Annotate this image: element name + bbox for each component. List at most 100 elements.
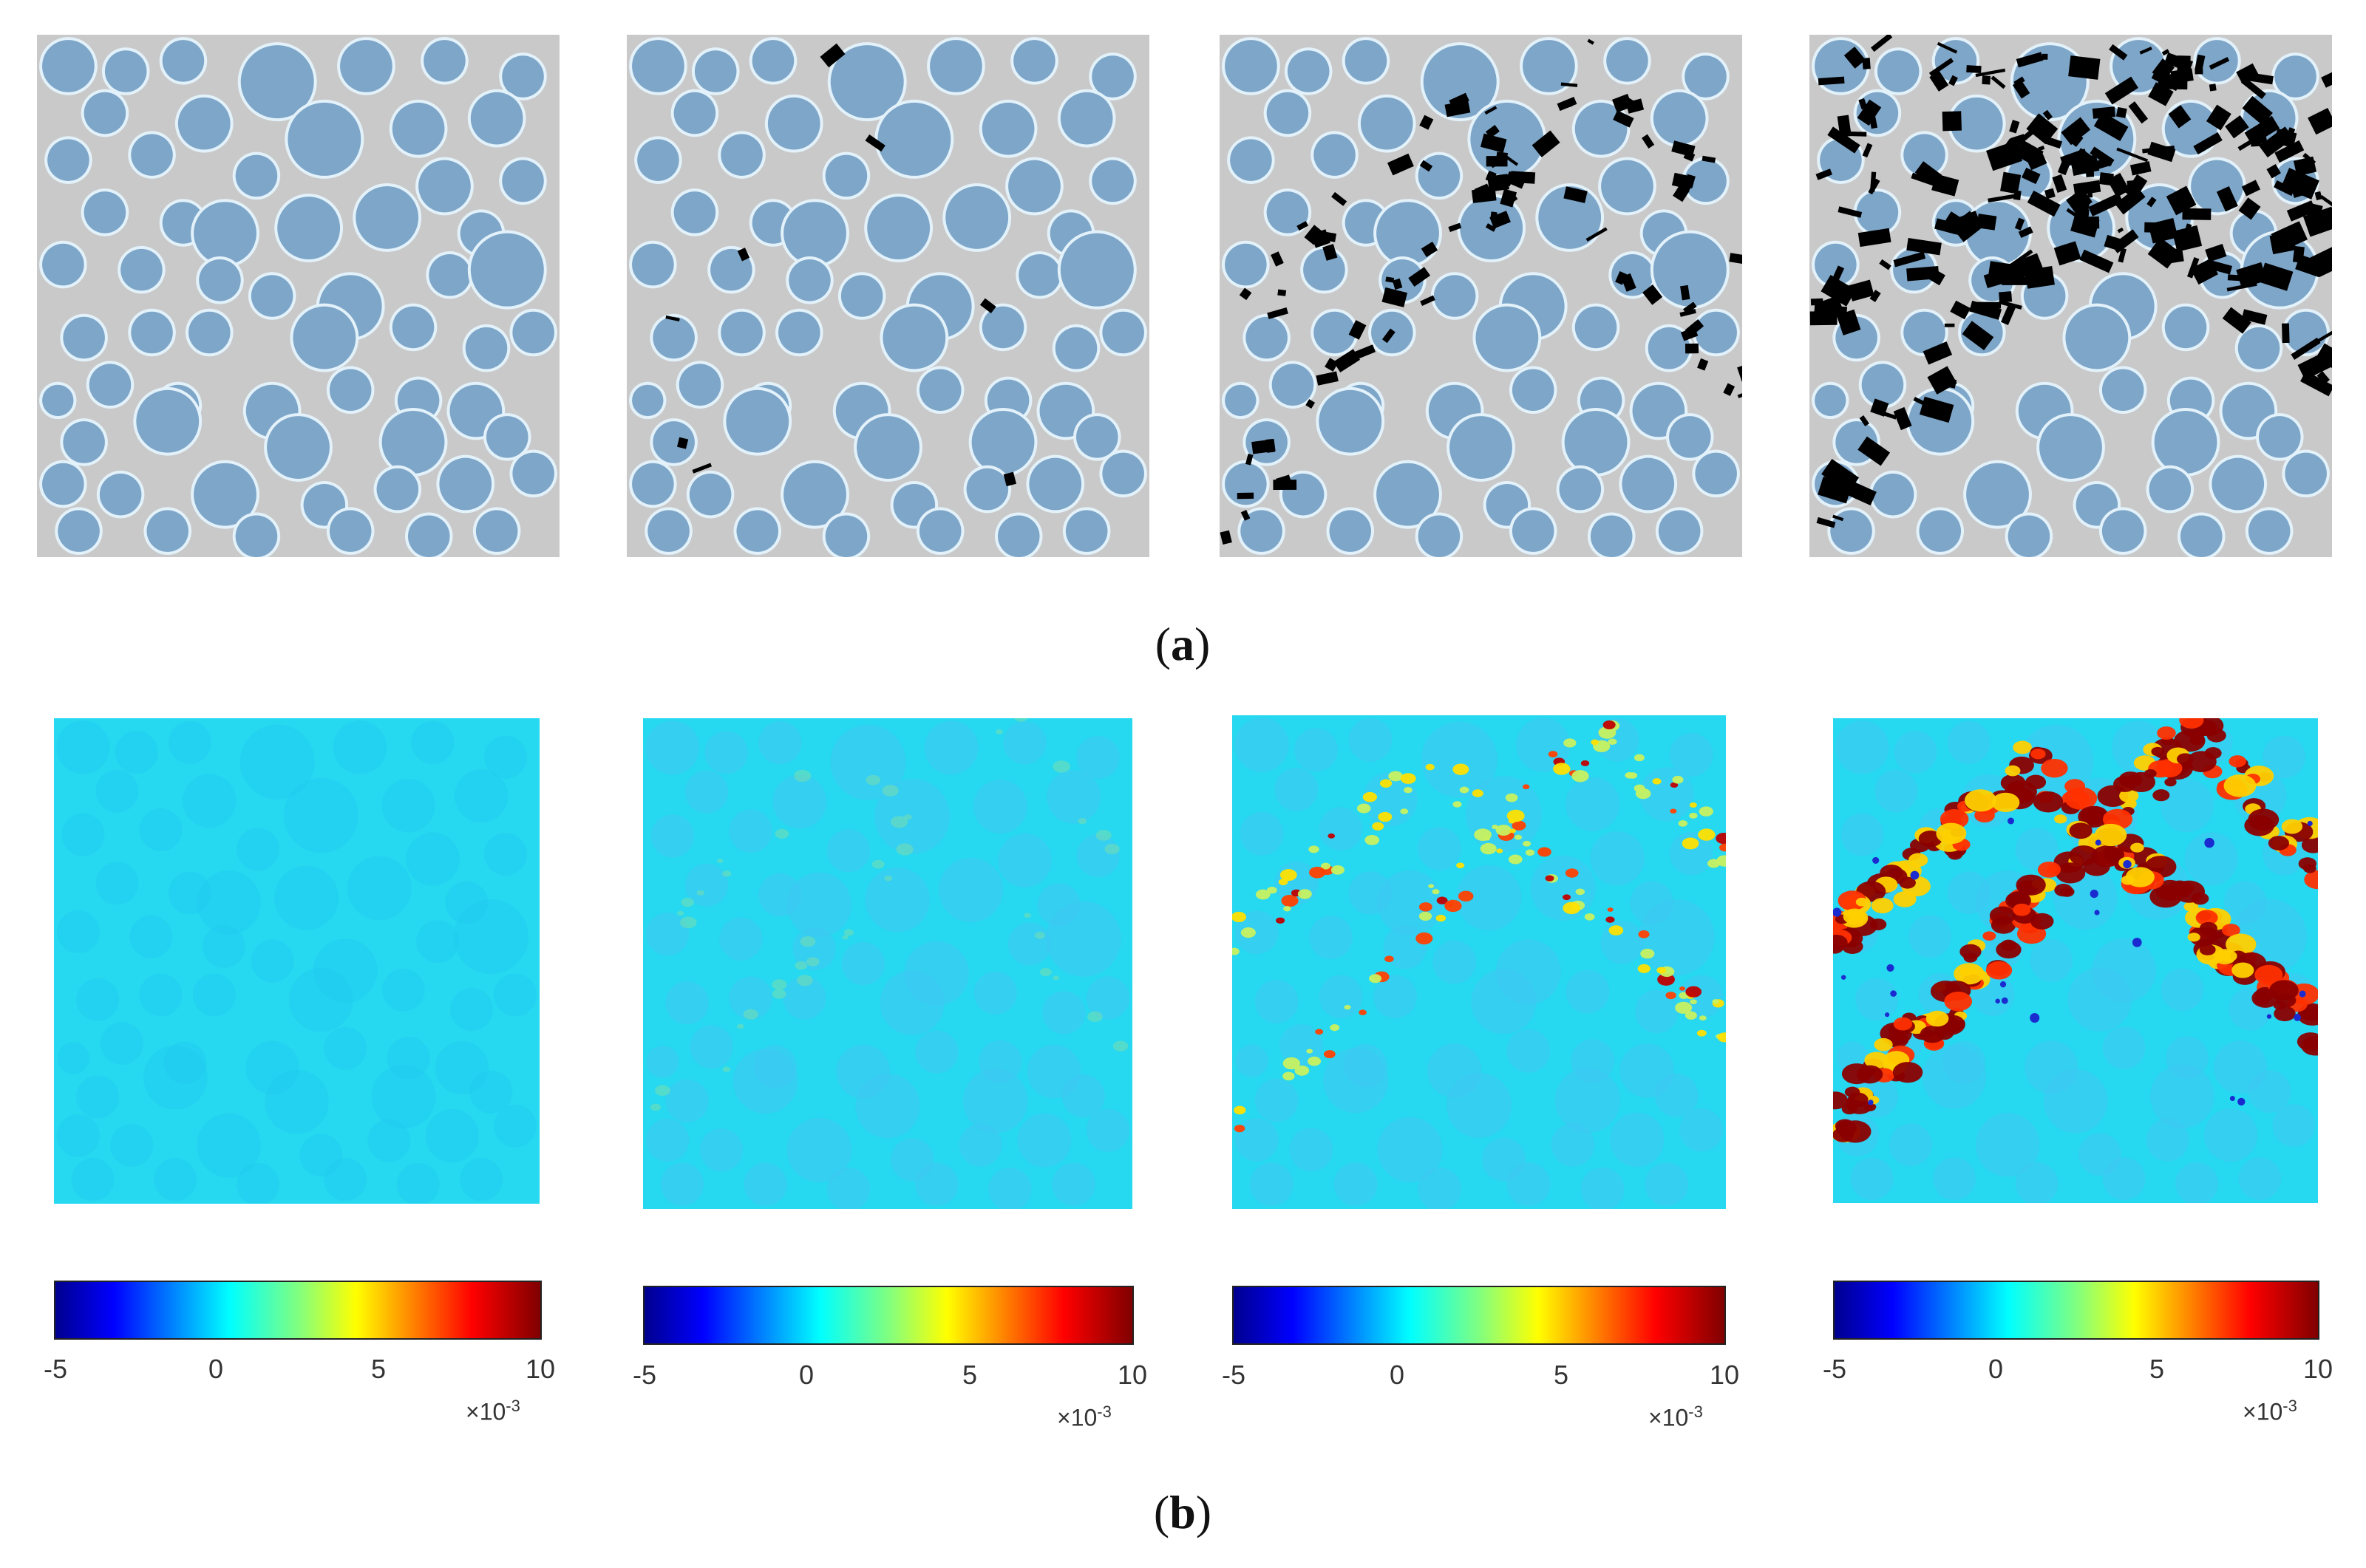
strain-concentration: [1696, 1029, 1707, 1037]
strain-concentration: [2179, 718, 2204, 729]
aggregate: [2039, 416, 2102, 479]
aggregate: [1512, 369, 1554, 412]
colorbar-1-tick-0: 0: [208, 1354, 224, 1384]
strain-concentration: [1359, 1009, 1367, 1015]
field-aggregate-shade: [1254, 1078, 1299, 1122]
aggregate: [1559, 468, 1602, 511]
damage-mark: [2297, 352, 2331, 381]
strain-concentration: [1563, 738, 1577, 748]
field-aggregate-shade: [396, 1162, 440, 1204]
compression-spot: [1890, 990, 1897, 997]
damage-mark: [1998, 299, 2022, 310]
aggregate: [1815, 384, 1846, 417]
aggregate: [1029, 457, 1082, 511]
damage-mark: [2319, 194, 2332, 215]
field-aggregate-shade: [786, 1117, 852, 1183]
strain-concentration: [2054, 884, 2073, 897]
damage-mark: [1251, 439, 1276, 454]
damage-mark: [1859, 415, 1869, 426]
damage-mark: [1999, 291, 2013, 303]
field-aggregate-shade: [2030, 939, 2073, 982]
strain-concentration: [2248, 808, 2280, 831]
damage-mark: [2052, 174, 2067, 193]
field-aggregate-shade: [645, 720, 700, 775]
aggregate: [89, 364, 132, 406]
strain-concentration: [2033, 791, 2064, 813]
damage-mark: [1532, 130, 1560, 157]
field-aggregate-shade: [169, 871, 211, 915]
aggregate: [1685, 160, 1727, 202]
field-aggregate-shade: [973, 971, 1017, 1015]
damage-mark: [2079, 249, 2114, 273]
strain-concentration: [1508, 854, 1523, 865]
aggregate: [2065, 306, 2129, 369]
damage-mark: [1485, 170, 1497, 183]
damage-mark: [1322, 244, 1338, 261]
field-aggregate-shade: [1894, 731, 1937, 774]
mesostructure: [1220, 35, 1742, 557]
strain-concentration: [2177, 753, 2194, 766]
strain-concentration: [2064, 779, 2085, 794]
field-aggregate-shade: [71, 1158, 115, 1201]
field-aggregate-shade: [1933, 1157, 1976, 1201]
aggregate: [42, 40, 95, 92]
aggregate: [2212, 457, 2265, 511]
aggregate: [2112, 40, 2165, 92]
aggregate: [1360, 97, 1413, 150]
strain-field: [643, 718, 1132, 1209]
aggregate: [42, 243, 84, 286]
damage-mark: [2014, 217, 2025, 231]
colorbar-3-tick-neg5: -5: [1221, 1360, 1246, 1390]
strain-concentration: [1378, 811, 1393, 822]
strain-concentration: [1522, 784, 1530, 790]
strain-concentration: [1053, 975, 1060, 981]
field-aggregate-shade: [324, 1026, 367, 1070]
damage-mark: [2073, 180, 2101, 196]
field-aggregate-shade: [1042, 991, 1086, 1034]
aggregate: [486, 416, 528, 458]
strain-concentration: [1602, 720, 1616, 730]
aggregate: [84, 191, 126, 234]
field-aggregate-shade: [1889, 1123, 1932, 1167]
strain-concentration: [1964, 789, 1997, 812]
compression-spot: [2132, 938, 2142, 947]
aggregate: [767, 97, 820, 150]
aggregate: [288, 102, 361, 176]
strain-concentration: [1496, 848, 1503, 853]
strain-concentration: [1685, 986, 1702, 998]
colorbar-1-tick-neg5: -5: [43, 1354, 68, 1384]
damage-mark: [1871, 35, 1893, 52]
aggregate: [673, 92, 716, 134]
strain-field-panel-4: [1833, 718, 2318, 1203]
damage-mark: [2139, 47, 2152, 55]
colorbar-2-tick-0: 0: [798, 1360, 815, 1390]
strain-concentration: [1678, 819, 1688, 827]
strain-concentration: [2269, 980, 2299, 1001]
compression-spot: [1840, 975, 1846, 980]
aggregate: [825, 515, 868, 557]
damage-mark: [1305, 399, 1316, 409]
damage-mark: [1893, 251, 1926, 267]
aggregate: [1564, 411, 1628, 474]
strain-concentration: [2069, 845, 2098, 866]
field-aggregate-shade: [1061, 1074, 1105, 1118]
strain-concentration: [1400, 773, 1416, 784]
field-aggregate-shade: [880, 970, 945, 1035]
damage-mark: [1869, 290, 1881, 302]
field-aggregate-shade: [387, 1036, 430, 1080]
strain-concentration: [1474, 828, 1492, 841]
damage-mark: [1857, 228, 1891, 248]
aggregate: [778, 311, 820, 354]
damage-mark: [1490, 211, 1498, 219]
aggregate: [673, 191, 716, 234]
damage-mark: [1419, 160, 1433, 172]
field-aggregate-shade: [1086, 976, 1130, 1020]
field-aggregate-shade: [154, 1158, 197, 1201]
strain-concentration: [2199, 921, 2217, 935]
aggregate: [966, 468, 1009, 511]
strain-concentration: [1899, 876, 1916, 889]
aggregate: [1475, 306, 1539, 369]
damage-mark: [2042, 109, 2053, 120]
aggregate: [632, 463, 674, 505]
strain-concentration: [1436, 896, 1448, 904]
